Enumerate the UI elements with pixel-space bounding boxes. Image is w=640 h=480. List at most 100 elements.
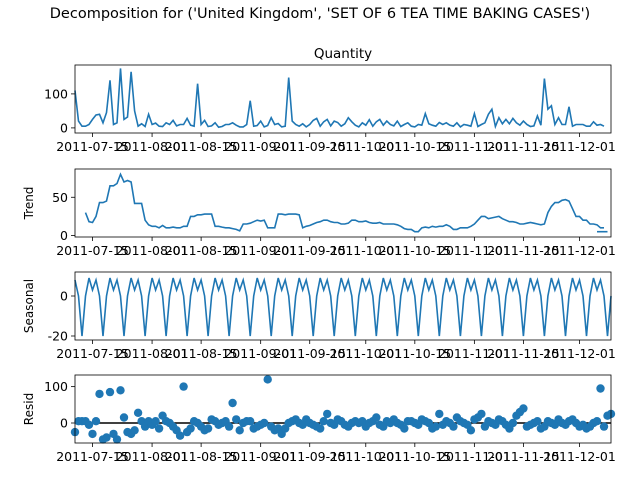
resid-point [319, 417, 328, 426]
x-tick-label: 2011-08-01 [116, 243, 189, 258]
resid-point [186, 424, 195, 433]
resid-point [154, 424, 164, 433]
panel-title: Quantity [314, 46, 372, 62]
y-axis-label: Trend [22, 187, 36, 221]
x-tick-label: 2011-09-01 [224, 346, 297, 361]
x-tick-label: 2011-11-01 [438, 243, 511, 258]
x-tick-label: 2011-11-15 [487, 449, 560, 464]
resid-point [112, 435, 122, 444]
x-tick-label: 2011-08-15 [165, 346, 238, 361]
y-tick-label: 0 [60, 416, 68, 431]
resid-point [435, 409, 444, 419]
x-tick-label: 2011-09-15 [273, 243, 346, 258]
y-tick-label: 0 [60, 289, 68, 304]
resid-point [224, 422, 234, 431]
x-tick-label: 2011-08-15 [165, 243, 238, 258]
resid-point [260, 418, 269, 428]
resid-point [508, 418, 518, 428]
resid-point [263, 375, 272, 384]
x-tick-label: 2011-07-15 [56, 139, 129, 154]
x-tick-label: 2011-07-15 [56, 346, 129, 361]
resid-point [316, 424, 325, 433]
x-tick-label: 2011-09-01 [224, 139, 297, 154]
x-tick-label: 2011-10-01 [329, 346, 402, 361]
x-tick-label: 2011-10-15 [378, 139, 451, 154]
plot-frame [74, 168, 612, 238]
x-tick-label: 2011-08-01 [116, 139, 189, 154]
panel-3: Seasonal -20 0 2011-07-152011-08-012011-08-… [22, 271, 616, 361]
resid-point [203, 424, 213, 433]
x-tick-label: 2011-12-01 [543, 139, 616, 154]
x-tick-label: 2011-10-01 [329, 243, 402, 258]
resid-point [533, 417, 542, 426]
x-tick-label: 2011-10-01 [329, 139, 402, 154]
resid-point [179, 382, 188, 391]
resid-point [119, 413, 129, 422]
x-tick-label: 2011-07-15 [56, 449, 129, 464]
x-tick-label: 2011-08-15 [165, 449, 238, 464]
plot-frame [74, 64, 612, 134]
x-tick-label: 2011-10-15 [378, 346, 451, 361]
plot-frame [74, 374, 612, 444]
x-tick-label: 2011-08-01 [116, 449, 189, 464]
panel-2: Trend0502011-07-152011-08-012011-08-1520… [22, 168, 616, 258]
resid-point [596, 384, 605, 393]
y-axis-label: Resid [22, 393, 36, 425]
x-tick-label: 2011-10-15 [378, 243, 451, 258]
x-tick-label: 2011-12-01 [543, 243, 616, 258]
panel-4: Resid 01002011-07-152011-08-012011-08-152… [22, 374, 616, 464]
x-tick-label: 2011-10-01 [329, 449, 402, 464]
resid-point [466, 426, 476, 435]
resid-point [175, 431, 185, 440]
x-tick-label: 2011-11-01 [438, 449, 511, 464]
resid-point [88, 429, 97, 439]
x-tick-label: 2011-11-15 [487, 243, 560, 258]
resid-point [246, 417, 255, 426]
resid-point [228, 398, 237, 408]
x-tick-label: 2011-12-01 [543, 449, 616, 464]
y-tick-label: 0 [60, 228, 68, 243]
resid-point [91, 417, 101, 426]
resid-point [599, 422, 609, 431]
resid-point [323, 409, 332, 419]
x-tick-label: 2011-12-01 [543, 346, 616, 361]
resid-point [133, 408, 143, 417]
resid-point [477, 409, 486, 419]
resid-point [130, 426, 139, 435]
resid-point [84, 420, 94, 429]
resid-point [519, 404, 528, 413]
resid-point [232, 415, 241, 424]
figure-suptitle: Decomposition for ('United Kingdom', 'SE… [49, 6, 591, 22]
y-tick-label: 0 [60, 120, 68, 135]
x-tick-label: 2011-08-15 [165, 139, 238, 154]
resid-point [592, 417, 602, 426]
y-axis-label: Seasonal [22, 279, 36, 333]
resid-point [102, 433, 111, 442]
x-tick-label: 2011-11-01 [438, 346, 511, 361]
x-tick-label: 2011-11-01 [438, 139, 511, 154]
x-tick-label: 2011-11-15 [487, 346, 560, 361]
x-tick-label: 2011-11-15 [487, 139, 560, 154]
y-tick-label: 50 [52, 190, 68, 205]
trend-series-line [84, 172, 604, 233]
y-tick-label: -20 [48, 329, 68, 344]
x-tick-label: 2011-07-15 [56, 243, 129, 258]
plot-frame [74, 271, 612, 341]
y-tick-label: 100 [44, 379, 68, 394]
resid-point [116, 386, 125, 395]
resid-point [95, 389, 104, 399]
x-tick-label: 2011-09-01 [224, 243, 297, 258]
resid-point [151, 417, 160, 426]
x-tick-label: 2011-10-15 [378, 449, 451, 464]
x-tick-label: 2011-09-15 [273, 346, 346, 361]
x-tick-label: 2011-09-15 [273, 449, 346, 464]
x-tick-label: 2011-09-15 [273, 139, 346, 154]
resid-point [235, 426, 244, 435]
seasonal-series-line [74, 277, 612, 337]
y-tick-label: 100 [44, 86, 68, 101]
x-tick-label: 2011-08-01 [116, 346, 189, 361]
x-tick-label: 2011-09-01 [224, 449, 297, 464]
resid-point [400, 424, 409, 433]
quantity-series-line [74, 68, 605, 130]
